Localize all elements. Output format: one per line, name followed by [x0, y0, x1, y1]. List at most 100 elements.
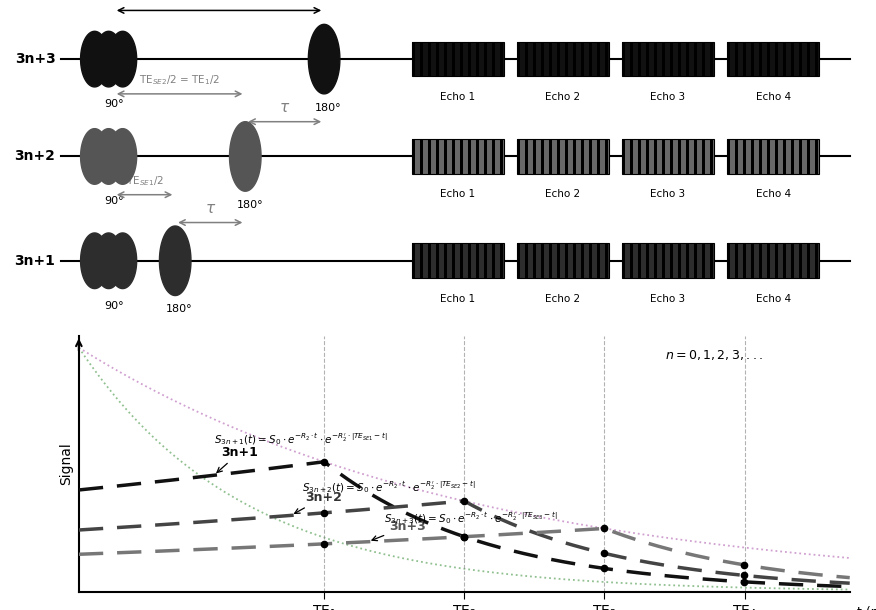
FancyBboxPatch shape: [597, 41, 599, 76]
Text: t (ms): t (ms): [858, 606, 876, 610]
FancyBboxPatch shape: [815, 41, 818, 76]
FancyBboxPatch shape: [476, 139, 478, 174]
FancyBboxPatch shape: [452, 243, 455, 278]
FancyBboxPatch shape: [622, 139, 625, 174]
FancyBboxPatch shape: [759, 41, 762, 76]
FancyBboxPatch shape: [622, 41, 714, 76]
Text: Echo 4: Echo 4: [755, 190, 791, 199]
FancyBboxPatch shape: [678, 41, 681, 76]
Text: 180°: 180°: [315, 102, 342, 113]
FancyBboxPatch shape: [573, 243, 576, 278]
FancyBboxPatch shape: [540, 139, 544, 174]
FancyBboxPatch shape: [727, 243, 730, 278]
Text: Echo 1: Echo 1: [440, 92, 476, 102]
FancyBboxPatch shape: [775, 139, 778, 174]
FancyBboxPatch shape: [662, 139, 665, 174]
FancyBboxPatch shape: [694, 41, 696, 76]
FancyBboxPatch shape: [702, 139, 704, 174]
FancyBboxPatch shape: [727, 41, 819, 76]
Polygon shape: [109, 31, 137, 87]
FancyBboxPatch shape: [622, 243, 625, 278]
Polygon shape: [81, 233, 109, 289]
FancyBboxPatch shape: [484, 41, 486, 76]
FancyBboxPatch shape: [686, 139, 689, 174]
Text: Echo 3: Echo 3: [650, 294, 686, 304]
FancyBboxPatch shape: [444, 41, 447, 76]
FancyBboxPatch shape: [491, 139, 494, 174]
FancyBboxPatch shape: [815, 139, 818, 174]
FancyBboxPatch shape: [549, 243, 552, 278]
Text: Echo 4: Echo 4: [755, 92, 791, 102]
FancyBboxPatch shape: [630, 139, 632, 174]
FancyBboxPatch shape: [630, 243, 632, 278]
FancyBboxPatch shape: [783, 41, 786, 76]
Polygon shape: [81, 31, 109, 87]
FancyBboxPatch shape: [670, 139, 673, 174]
FancyBboxPatch shape: [791, 139, 794, 174]
FancyBboxPatch shape: [573, 139, 576, 174]
FancyBboxPatch shape: [557, 139, 560, 174]
Text: Echo 1: Echo 1: [440, 294, 476, 304]
Text: 180°: 180°: [237, 200, 263, 210]
FancyBboxPatch shape: [791, 243, 794, 278]
FancyBboxPatch shape: [638, 243, 640, 278]
FancyBboxPatch shape: [775, 41, 778, 76]
FancyBboxPatch shape: [670, 243, 673, 278]
FancyBboxPatch shape: [743, 41, 745, 76]
Text: Echo 1: Echo 1: [440, 190, 476, 199]
FancyBboxPatch shape: [484, 139, 486, 174]
FancyBboxPatch shape: [525, 41, 527, 76]
FancyBboxPatch shape: [452, 139, 455, 174]
Text: Echo 2: Echo 2: [545, 190, 581, 199]
FancyBboxPatch shape: [783, 139, 786, 174]
FancyBboxPatch shape: [759, 243, 762, 278]
FancyBboxPatch shape: [807, 139, 809, 174]
Text: 3n+1: 3n+1: [217, 446, 258, 473]
FancyBboxPatch shape: [452, 41, 455, 76]
FancyBboxPatch shape: [412, 243, 414, 278]
FancyBboxPatch shape: [597, 243, 599, 278]
FancyBboxPatch shape: [662, 41, 665, 76]
FancyBboxPatch shape: [412, 41, 414, 76]
Text: Echo 3: Echo 3: [650, 190, 686, 199]
FancyBboxPatch shape: [751, 139, 754, 174]
FancyBboxPatch shape: [427, 41, 430, 76]
FancyBboxPatch shape: [654, 139, 657, 174]
FancyBboxPatch shape: [525, 243, 527, 278]
FancyBboxPatch shape: [533, 243, 535, 278]
Text: 3n+2: 3n+2: [15, 149, 55, 163]
Text: TE$_{SE2}$/2 = TE$_1$/2: TE$_{SE2}$/2 = TE$_1$/2: [139, 73, 220, 87]
FancyBboxPatch shape: [517, 139, 609, 174]
FancyBboxPatch shape: [710, 41, 713, 76]
FancyBboxPatch shape: [646, 41, 649, 76]
FancyBboxPatch shape: [517, 41, 609, 76]
FancyBboxPatch shape: [622, 139, 714, 174]
FancyBboxPatch shape: [604, 243, 608, 278]
FancyBboxPatch shape: [533, 41, 535, 76]
FancyBboxPatch shape: [727, 139, 819, 174]
FancyBboxPatch shape: [735, 41, 738, 76]
FancyBboxPatch shape: [638, 41, 640, 76]
FancyBboxPatch shape: [654, 41, 657, 76]
FancyBboxPatch shape: [420, 243, 422, 278]
Polygon shape: [81, 129, 109, 184]
FancyBboxPatch shape: [581, 41, 583, 76]
FancyBboxPatch shape: [751, 243, 754, 278]
FancyBboxPatch shape: [743, 139, 745, 174]
FancyBboxPatch shape: [702, 243, 704, 278]
FancyBboxPatch shape: [589, 139, 591, 174]
FancyBboxPatch shape: [444, 243, 447, 278]
FancyBboxPatch shape: [525, 139, 527, 174]
FancyBboxPatch shape: [549, 139, 552, 174]
FancyBboxPatch shape: [435, 41, 439, 76]
FancyBboxPatch shape: [581, 139, 583, 174]
FancyBboxPatch shape: [491, 41, 494, 76]
FancyBboxPatch shape: [767, 243, 770, 278]
Polygon shape: [230, 122, 261, 191]
FancyBboxPatch shape: [517, 243, 519, 278]
FancyBboxPatch shape: [412, 139, 414, 174]
Text: $\tau$: $\tau$: [279, 100, 290, 115]
FancyBboxPatch shape: [654, 243, 657, 278]
FancyBboxPatch shape: [735, 139, 738, 174]
Text: 3n+3: 3n+3: [372, 520, 426, 540]
